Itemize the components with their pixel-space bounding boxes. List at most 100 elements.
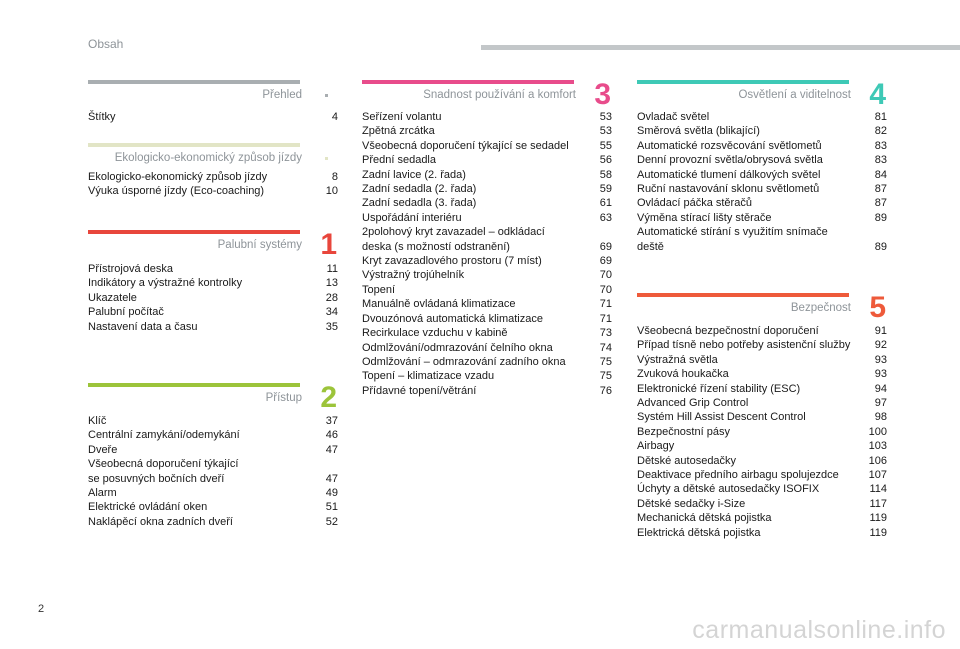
section-color-bar: [88, 383, 300, 387]
toc-entry[interactable]: Klíč 37: [88, 414, 338, 428]
toc-entry-title: Automatické tlumení dálkových světel: [637, 168, 821, 181]
toc-entry[interactable]: Recirkulace vzduchu v kabině 73: [362, 326, 612, 340]
toc-entry-title: Ovládací páčka stěračů: [637, 197, 752, 210]
toc-entry-page: 89: [874, 211, 887, 224]
toc-entry-page: 82: [874, 125, 887, 138]
toc-entry[interactable]: Naklápěcí okna zadních dveří 52: [88, 515, 338, 529]
toc-entry-page: 28: [325, 291, 338, 304]
toc-entry[interactable]: Elektrické ovládání oken 51: [88, 500, 338, 514]
toc-entries: Ekologicko-ekonomický způsob jízdy 8 Výuka…: [88, 170, 338, 199]
toc-entry[interactable]: Elektronické řízení stability (ESC) 94: [637, 382, 887, 396]
toc-entry-page: 70: [599, 269, 612, 282]
toc-entry[interactable]: 2polohový kryt zavazadel – odkládací desk…: [362, 225, 612, 254]
page-header-title: Obsah: [88, 37, 124, 51]
toc-entry[interactable]: Advanced Grip Control 97: [637, 396, 887, 410]
toc-entry-title: Nastavení data a času: [88, 320, 198, 333]
toc-entry-page: 34: [325, 306, 338, 319]
toc-entry-page: 46: [325, 429, 338, 442]
toc-entry[interactable]: Směrová světla (blikající) 82: [637, 124, 887, 138]
toc-entry-title: Přední sedadla: [362, 154, 436, 167]
toc-entry[interactable]: Palubní počítač 34: [88, 305, 338, 319]
toc-entry[interactable]: Všeobecná doporučení týkající se posuvnýc…: [88, 457, 338, 486]
toc-entry[interactable]: Přídavné topení/větrání 76: [362, 384, 612, 398]
toc-entry[interactable]: Automatické rozsvěcování světlometů 83: [637, 139, 887, 153]
toc-entry[interactable]: Zadní lavice (2. řada) 58: [362, 168, 612, 182]
section-title: Osvětlení a viditelnost: [738, 89, 851, 101]
toc-entry[interactable]: Výuka úsporné jízdy (Eco-coaching) 10: [88, 184, 338, 198]
toc-entry[interactable]: Úchyty a dětské autosedačky ISOFIX 114: [637, 482, 887, 496]
section-title: Přístup: [265, 392, 302, 404]
toc-entry[interactable]: Ekologicko-ekonomický způsob jízdy 8: [88, 170, 338, 184]
toc-entry[interactable]: Případ tísně nebo potřeby asistenční slu…: [637, 338, 887, 352]
section-number: 5: [869, 291, 886, 324]
toc-entry[interactable]: Dětské autosedačky 106: [637, 454, 887, 468]
toc-entry[interactable]: Nastavení data a času 35: [88, 320, 338, 334]
toc-entry[interactable]: Indikátory a výstražné kontrolky 13: [88, 276, 338, 290]
toc-entry-title: Uspořádání interiéru: [362, 211, 462, 224]
section-color-bar: [88, 80, 300, 84]
toc-entry[interactable]: Automatické tlumení dálkových světel 84: [637, 168, 887, 182]
toc-entry-title: Všeobecná bezpečnostní doporučení: [637, 325, 819, 337]
toc-entry-title: 2polohový kryt zavazadel – odkládací desk…: [362, 226, 545, 253]
toc-entry[interactable]: Ruční nastavování sklonu světlometů 87: [637, 182, 887, 196]
toc-entry[interactable]: Ovladač světel 81: [637, 110, 887, 124]
toc-entry[interactable]: Ovládací páčka stěračů 87: [637, 196, 887, 210]
toc-entry[interactable]: Kryt zavazadlového prostoru (7 míst) 69: [362, 254, 612, 268]
toc-entry-page: 47: [325, 443, 338, 456]
toc-entry[interactable]: Denní provozní světla/obrysová světla 83: [637, 153, 887, 167]
toc-entry-title: Případ tísně nebo potřeby asistenční slu…: [637, 339, 851, 352]
toc-entry[interactable]: Výstražná světla 93: [637, 353, 887, 367]
toc-entry[interactable]: Automatické stírání s využitím snímače de…: [637, 225, 887, 254]
toc-entry[interactable]: Výměna stírací lišty stěrače 89: [637, 211, 887, 225]
toc-entry[interactable]: Uspořádání interiéru 63: [362, 211, 612, 225]
toc-entry-page: 106: [868, 454, 887, 467]
toc-entry[interactable]: Airbagy 103: [637, 439, 887, 453]
toc-entry-page: 51: [325, 501, 338, 514]
toc-entry[interactable]: Všeobecná bezpečnostní doporučení 91: [637, 324, 887, 338]
toc-entry[interactable]: Seřízení volantu 53: [362, 110, 612, 124]
toc-entry[interactable]: Manuálně ovládaná klimatizace 71: [362, 297, 612, 311]
section-number: 1: [320, 228, 337, 261]
toc-entry-page: 117: [869, 497, 887, 510]
toc-entry-title: Zpětná zrcátka: [362, 125, 435, 138]
toc-entry[interactable]: Výstražný trojúhelník 70: [362, 268, 612, 282]
toc-entry-title: Dvouzónová automatická klimatizace: [362, 312, 543, 325]
toc-entry[interactable]: Systém Hill Assist Descent Control 98: [637, 410, 887, 424]
toc-entry-page: 76: [599, 384, 612, 397]
toc-entry[interactable]: Dvouzónová automatická klimatizace 71: [362, 312, 612, 326]
toc-entry[interactable]: Přístrojová deska 11: [88, 262, 338, 276]
toc-entry[interactable]: Štítky 4: [88, 110, 338, 124]
toc-entry[interactable]: Zpětná zrcátka 53: [362, 124, 612, 138]
toc-entries: Ovladač světel 81 Směrová světla (blikajíc…: [637, 110, 887, 254]
toc-entry[interactable]: Všeobecná doporučení týkající se sedadel…: [362, 139, 612, 153]
toc-entry[interactable]: Mechanická dětská pojistka 119: [637, 511, 887, 525]
toc-entry[interactable]: Přední sedadla 56: [362, 153, 612, 167]
toc-entry-page: 119: [869, 526, 887, 539]
toc-entry-page: 81: [874, 111, 887, 123]
toc-entry[interactable]: Zadní sedadla (3. řada) 61: [362, 196, 612, 210]
toc-entry[interactable]: Dveře 47: [88, 443, 338, 457]
toc-entry[interactable]: Odmlžování – odmrazování zadního okna 75: [362, 355, 612, 369]
toc-entry[interactable]: Elektrická dětská pojistka 119: [637, 526, 887, 540]
toc-entry[interactable]: Centrální zamykání/odemykání 46: [88, 428, 338, 442]
toc-entry[interactable]: Zadní sedadla (2. řada) 59: [362, 182, 612, 196]
toc-entry-page: 75: [599, 370, 612, 383]
toc-entry[interactable]: Ukazatele 28: [88, 291, 338, 305]
toc-entry[interactable]: Dětské sedačky i-Size 117: [637, 497, 887, 511]
toc-entry-page: 119: [869, 512, 887, 525]
toc-entry-title: Elektrické ovládání oken: [88, 501, 208, 514]
toc-entry[interactable]: Zvuková houkačka 93: [637, 367, 887, 381]
toc-entry[interactable]: Topení 70: [362, 283, 612, 297]
toc-entry-title: Automatické rozsvěcování světlometů: [637, 139, 822, 152]
toc-entry[interactable]: Bezpečnostní pásy 100: [637, 425, 887, 439]
toc-entry[interactable]: Deaktivace předního airbagu spolujezdce 1…: [637, 468, 887, 482]
toc-entry-page: 13: [325, 277, 338, 290]
toc-entry-page: 52: [325, 515, 338, 528]
toc-entry-title: Zadní lavice (2. řada): [362, 168, 466, 181]
toc-entry-title: Indikátory a výstražné kontrolky: [88, 277, 243, 290]
toc-entry[interactable]: Topení – klimatizace vzadu 75: [362, 369, 612, 383]
toc-entry-page: 71: [599, 312, 612, 325]
toc-entry[interactable]: Alarm 49: [88, 486, 338, 500]
toc-entry[interactable]: Odmlžování/odmrazování čelního okna 74: [362, 341, 612, 355]
toc-entry-title: Přístrojová deska: [88, 263, 173, 275]
